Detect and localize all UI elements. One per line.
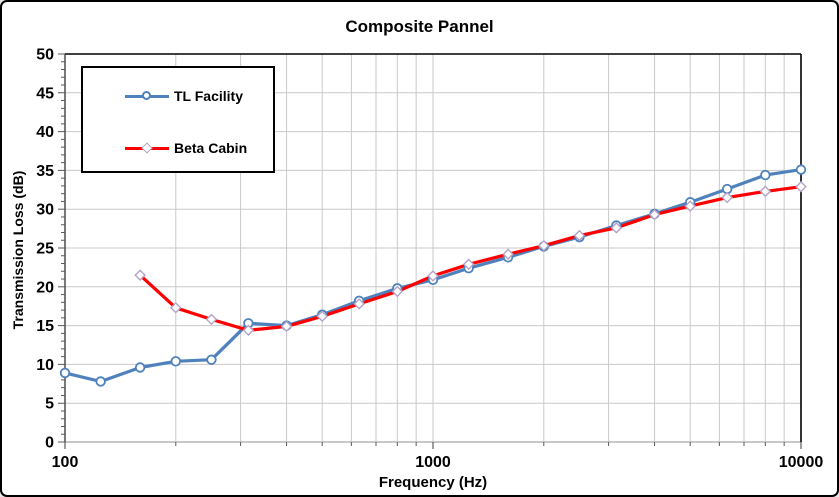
marker-diamond-beta-cabin-6300 <box>721 191 733 204</box>
marker-diamond-beta-cabin-8000 <box>759 185 772 198</box>
y-tick-label-15: 15 <box>36 318 54 335</box>
legend-sample-tl-facility <box>125 90 169 102</box>
marker-diamond-beta-cabin-2000 <box>537 239 550 252</box>
marker-diamond-beta-cabin-250 <box>205 313 218 326</box>
marker-diamond-beta-cabin-160 <box>134 269 146 281</box>
marker-diamond-beta-cabin-500 <box>316 310 329 323</box>
marker-diamond-beta-cabin-2500 <box>573 229 586 242</box>
legend-sample-beta-cabin <box>125 142 169 154</box>
x-tick-label-1000: 1000 <box>415 454 451 471</box>
marker-diamond-beta-cabin-200 <box>169 301 182 314</box>
y-tick-label-30: 30 <box>36 202 54 219</box>
legend-entry-tl-facility: TL Facility <box>125 84 243 108</box>
marker-circle-tl-facility-125 <box>95 376 106 387</box>
marker-diamond-beta-cabin-10000 <box>795 180 807 193</box>
y-tick-label-35: 35 <box>36 163 54 180</box>
x-axis-title: Frequency (Hz) <box>378 474 488 491</box>
marker-diamond-beta-cabin-315 <box>242 324 255 337</box>
y-tick-label-50: 50 <box>36 47 54 64</box>
marker-circle-tl-facility-100 <box>59 367 71 379</box>
circle-marker-icon <box>142 90 151 100</box>
marker-diamond-beta-cabin-4000 <box>648 208 661 221</box>
marker-circle-tl-facility-160 <box>134 362 146 373</box>
marker-circle-tl-facility-8000 <box>760 169 771 181</box>
marker-diamond-beta-cabin-800 <box>391 285 404 298</box>
marker-diamond-beta-cabin-630 <box>353 298 365 310</box>
diamond-marker-icon <box>141 142 153 154</box>
y-tick-label-10: 10 <box>36 357 54 374</box>
legend: TL Facility Beta Cabin <box>81 66 275 173</box>
y-tick-label-45: 45 <box>36 85 54 102</box>
x-tick-label-100: 100 <box>52 454 79 471</box>
marker-diamond-beta-cabin-3150 <box>610 222 623 234</box>
legend-label-beta-cabin: Beta Cabin <box>174 140 248 156</box>
marker-diamond-beta-cabin-1600 <box>502 248 514 260</box>
x-tick-label-10000: 10000 <box>779 454 824 471</box>
marker-circle-tl-facility-10000 <box>795 164 807 175</box>
y-tick-label-20: 20 <box>36 279 54 296</box>
marker-diamond-beta-cabin-5000 <box>684 200 697 212</box>
series-line-beta-cabin <box>138 185 803 332</box>
marker-diamond-beta-cabin-1000 <box>427 270 439 282</box>
legend-label-tl-facility: TL Facility <box>174 88 243 104</box>
marker-circle-tl-facility-250 <box>206 354 217 365</box>
marker-diamond-beta-cabin-400 <box>280 320 293 333</box>
marker-diamond-beta-cabin-1250 <box>462 258 475 271</box>
legend-entry-beta-cabin: Beta Cabin <box>125 136 247 160</box>
y-tick-label-5: 5 <box>45 396 54 413</box>
y-tick-label-25: 25 <box>36 241 54 258</box>
marker-circle-tl-facility-200 <box>170 356 181 367</box>
y-tick-label-0: 0 <box>45 435 54 452</box>
y-tick-label-40: 40 <box>36 124 54 141</box>
chart-title: Composite Pannel <box>345 17 494 36</box>
